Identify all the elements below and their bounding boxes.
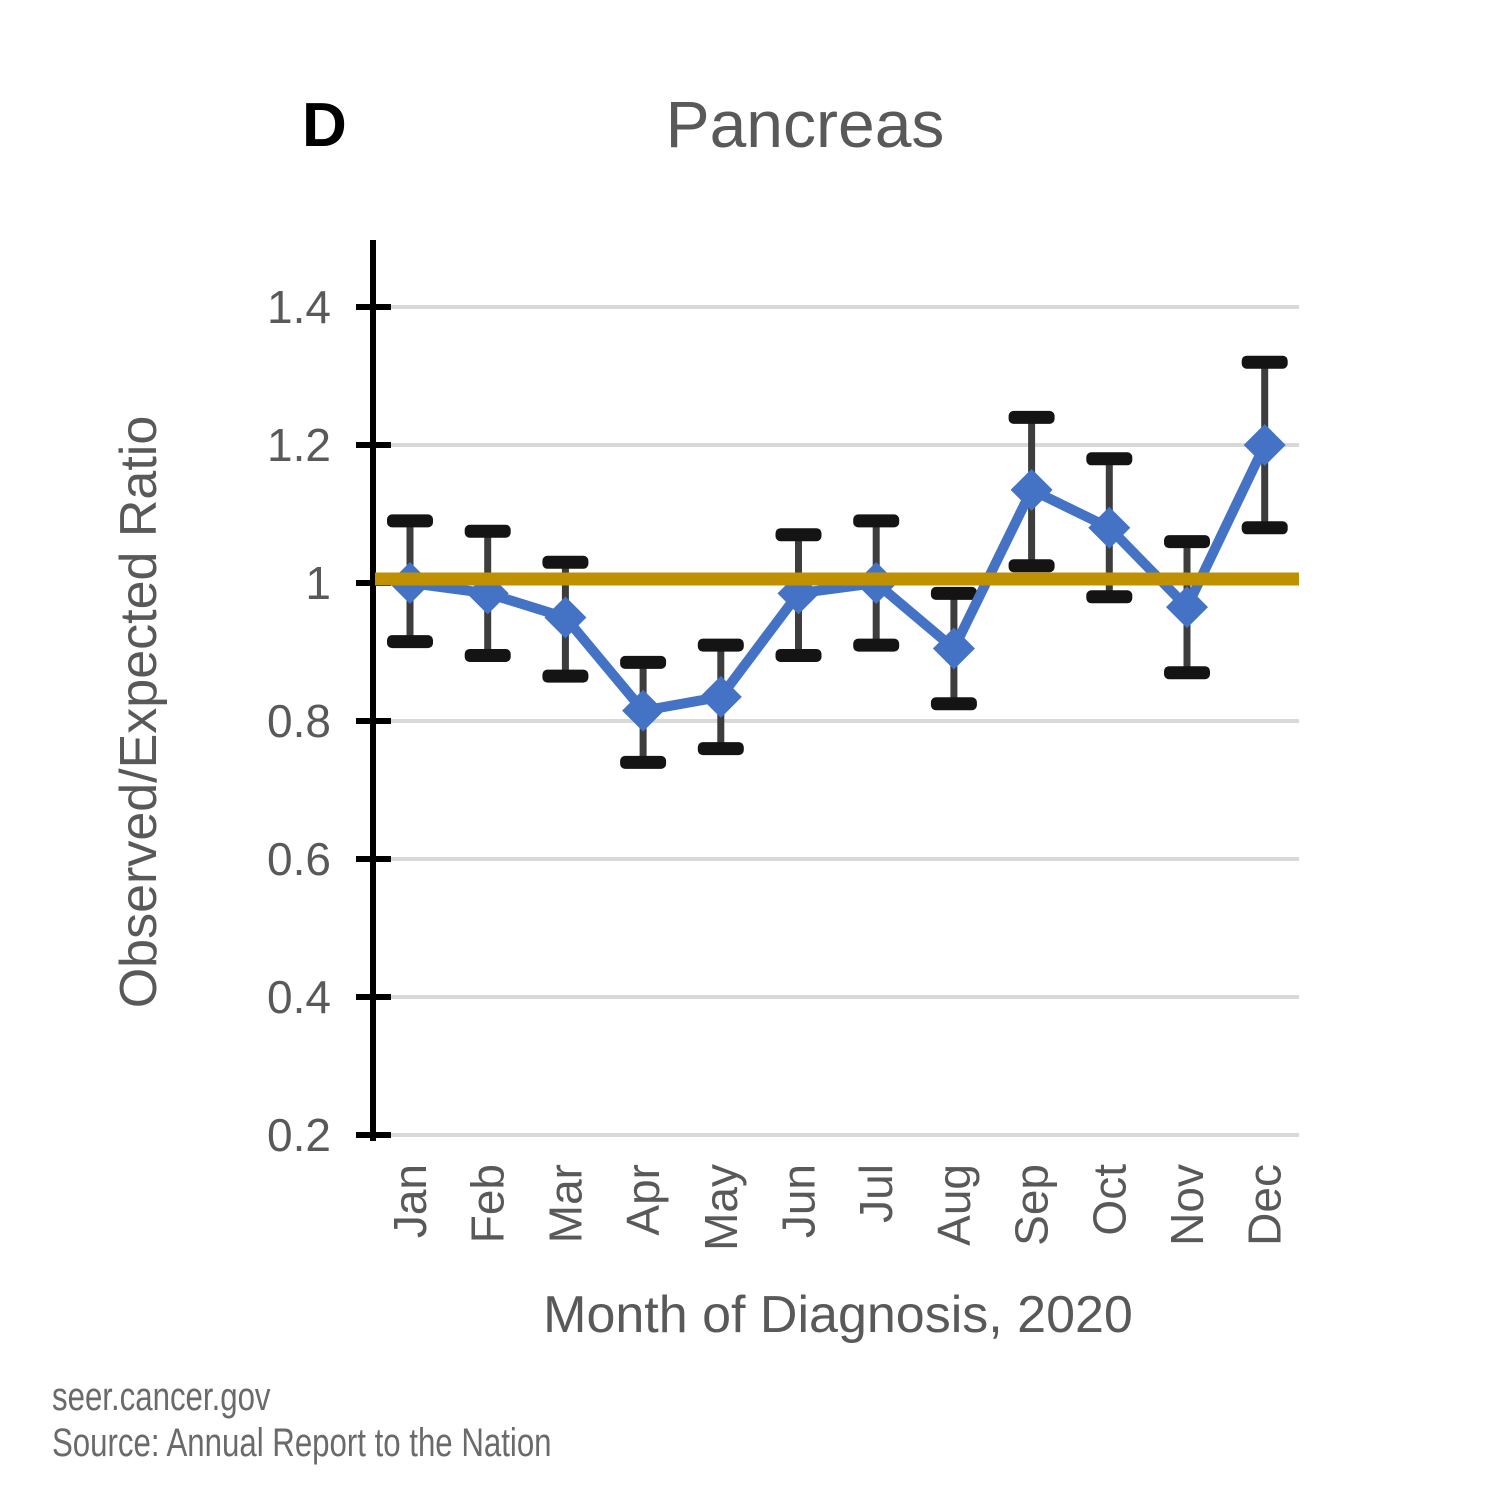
y-tick-label: 0.4	[267, 971, 331, 1023]
footer-url: seer.cancer.gov	[52, 1375, 271, 1419]
error-bar-cap	[930, 586, 977, 600]
x-tick-label: Apr	[617, 1164, 669, 1236]
error-bar-cap	[387, 635, 433, 649]
x-tick-label: Jul	[850, 1164, 902, 1223]
data-point-marker	[544, 596, 587, 639]
gridlines	[373, 305, 1299, 1137]
error-bar-cap	[1241, 521, 1288, 535]
y-tick-label: 1.2	[267, 419, 331, 471]
x-axis-title: Month of Diagnosis, 2020	[543, 1286, 1133, 1344]
error-bar-cap	[853, 638, 900, 652]
error-bar-cap	[1008, 410, 1055, 424]
x-tick-label: May	[695, 1164, 747, 1251]
x-axis-labels: Jan Feb Mar Apr May Jun Jul Aug Sep Oct Nov Dec	[384, 1164, 1291, 1251]
data-point-marker	[1243, 424, 1286, 466]
error-bar-cap	[697, 742, 744, 756]
y-tick-label: 0.8	[267, 695, 331, 747]
error-bar-cap	[1086, 590, 1133, 604]
y-tick-label: 1	[305, 557, 331, 609]
error-bar-cap	[697, 638, 744, 652]
data-point-marker	[699, 675, 742, 718]
error-bar-cap	[1164, 535, 1210, 549]
error-bar-cap	[853, 514, 900, 528]
y-axis: 0.2 0.4 0.6 0.8 1 1.2 1.4	[267, 240, 391, 1161]
footer-source-note: Source: Annual Report to the Nation	[52, 1421, 552, 1465]
data-point-marker	[1088, 506, 1131, 549]
y-tick-label: 0.2	[267, 1109, 331, 1161]
error-bar-cap	[464, 524, 511, 538]
error-bar-cap	[542, 669, 589, 683]
error-bar-cap	[775, 528, 822, 542]
x-tick-label: Sep	[1006, 1164, 1058, 1246]
source-footer: seer.cancer.gov Source: Annual Report to…	[52, 1374, 692, 1466]
x-tick-label: Jun	[773, 1164, 825, 1238]
error-bar-cap	[620, 755, 667, 769]
error-bar-cap	[387, 514, 433, 528]
chart-title: Pancreas	[665, 87, 945, 161]
error-bar-cap	[775, 648, 822, 662]
y-tick-label: 1.4	[267, 281, 331, 333]
panel-label: D	[302, 91, 347, 160]
data-point-marker	[932, 627, 975, 670]
data-point-marker	[622, 689, 665, 732]
y-tick-label: 0.6	[267, 833, 331, 885]
x-tick-label: Aug	[928, 1164, 980, 1246]
error-bar-cap	[464, 648, 511, 662]
error-bar-cap	[1164, 666, 1210, 680]
data-point-marker	[1166, 586, 1208, 629]
error-bar-cap	[620, 655, 667, 669]
y-axis-title: Observed/Expected Ratio	[110, 416, 168, 1009]
x-tick-label: Feb	[462, 1164, 514, 1243]
x-tick-label: Jan	[384, 1164, 436, 1238]
x-tick-label: Oct	[1083, 1164, 1135, 1236]
error-bars	[387, 355, 1288, 769]
error-bar-cap	[930, 697, 977, 711]
error-bar-cap	[1086, 452, 1133, 466]
error-bar-cap	[1008, 559, 1055, 573]
error-bar-cap	[1241, 355, 1288, 369]
x-tick-label: Nov	[1161, 1164, 1213, 1246]
error-bar-cap	[542, 555, 589, 569]
data-point-marker	[1010, 468, 1053, 511]
x-tick-label: Dec	[1239, 1164, 1291, 1246]
x-tick-label: Mar	[539, 1164, 591, 1243]
